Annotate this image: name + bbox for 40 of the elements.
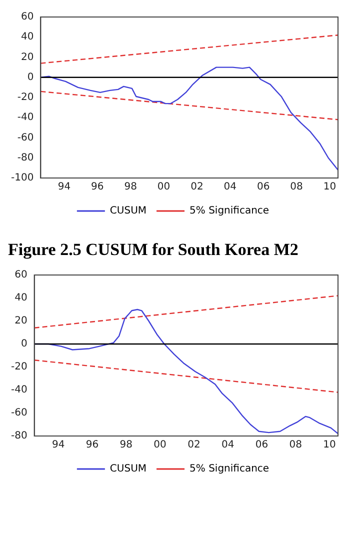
y-tick-label: 20 <box>20 52 34 63</box>
x-tick-label: 04 <box>224 182 237 193</box>
x-tick-label: 94 <box>58 182 71 193</box>
y-tick-label: -20 <box>17 92 34 104</box>
y-tick-label: 40 <box>14 292 28 304</box>
y-tick-label: -60 <box>17 132 34 144</box>
y-tick-label: 60 <box>14 270 28 281</box>
x-tick-label: 96 <box>91 182 104 193</box>
legend-label: 5% Significance <box>190 464 270 475</box>
x-tick-label: 10 <box>323 440 336 451</box>
x-tick-label: 02 <box>190 182 204 193</box>
y-tick-label: -80 <box>10 430 28 442</box>
x-tick-label: 10 <box>323 182 336 193</box>
x-tick-label: 00 <box>157 182 170 193</box>
y-tick-label: -100 <box>10 172 34 184</box>
y-tick-label: 40 <box>20 32 34 43</box>
y-tick-label: -40 <box>17 112 34 124</box>
x-tick-label: 04 <box>221 440 234 451</box>
y-tick-label: 0 <box>27 72 34 83</box>
y-tick-label: -80 <box>17 152 34 164</box>
x-tick-label: 06 <box>255 440 268 451</box>
legend-label: CUSUM <box>110 206 147 217</box>
y-tick-label: 0 <box>20 338 28 350</box>
x-tick-label: 96 <box>86 440 99 451</box>
x-tick-label: 98 <box>120 440 133 451</box>
y-tick-label: -40 <box>10 384 28 396</box>
legend-label: 5% Significance <box>190 206 270 217</box>
x-tick-label: 94 <box>52 440 65 451</box>
y-tick-label: 60 <box>20 12 34 23</box>
x-tick-label: 08 <box>289 440 302 451</box>
y-tick-label: -60 <box>10 408 28 419</box>
x-tick-label: 00 <box>154 440 166 451</box>
legend-label: CUSUM <box>110 464 147 475</box>
chart-title: Figure 2.5 CUSUM for South Korea M2 <box>8 240 300 260</box>
x-tick-label: 98 <box>124 182 137 193</box>
y-tick-label: 20 <box>14 316 28 327</box>
x-tick-label: 02 <box>188 440 200 451</box>
x-tick-label: 06 <box>256 182 270 193</box>
y-tick-label: -20 <box>10 362 28 373</box>
x-tick-label: 08 <box>290 182 303 193</box>
